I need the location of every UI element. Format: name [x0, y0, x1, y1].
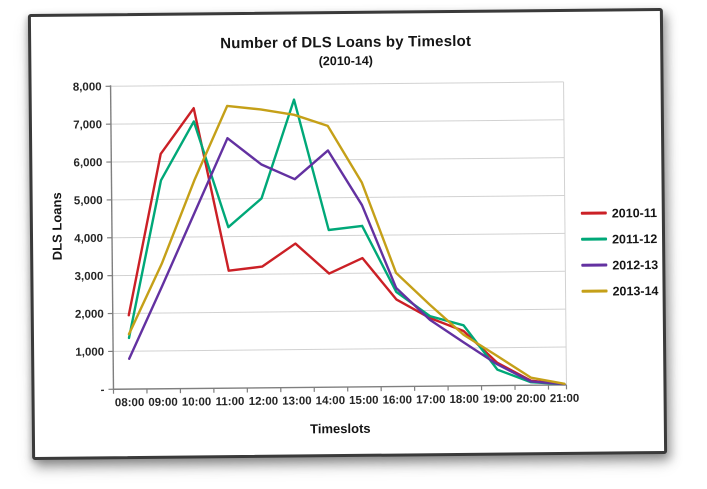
- x-axis-title: Timeslots: [310, 420, 371, 437]
- y-tick-label: 2,000: [75, 309, 104, 321]
- y-tick-label: 6,000: [73, 157, 102, 169]
- x-tick-label: 16:00: [383, 394, 413, 406]
- chart-title: Number of DLS Loans by Timeslot: [220, 32, 472, 53]
- legend-swatch: [581, 263, 608, 268]
- plot-area: - 1,000 2,000 3,000 4,000 5,000 6,000 7,000 8,00…: [73, 81, 580, 409]
- legend-item: 2012-13: [581, 256, 658, 274]
- legend-label: 2013-14: [612, 283, 659, 298]
- legend-item: 2013-14: [581, 282, 658, 300]
- series-line-2012-13: [127, 136, 566, 386]
- legend-label: 2010-11: [611, 205, 658, 220]
- plot-svg: - 1,000 2,000 3,000 4,000 5,000 6,000 7,000 8,00…: [73, 81, 580, 409]
- gridline: [111, 195, 565, 201]
- y-tick-label: 3,000: [75, 271, 104, 283]
- x-tick-label: 12:00: [249, 396, 279, 408]
- gridline: [112, 232, 566, 239]
- legend-item: 2011-12: [581, 230, 658, 248]
- y-tick-label: 1,000: [75, 346, 104, 358]
- x-tick-label: 08:00: [115, 397, 145, 409]
- y-tick-label: 4,000: [74, 233, 103, 245]
- y-axis-title: DLS Loans: [49, 192, 65, 261]
- y-tick-label: 8,000: [73, 81, 102, 93]
- legend: 2010-11 2011-12 2012-13 2013-14: [580, 204, 659, 300]
- chart-subtitle: (2010-14): [318, 53, 373, 69]
- x-tick-label: 14:00: [316, 395, 346, 407]
- x-tick-label: 15:00: [349, 395, 379, 407]
- gridline: [111, 157, 565, 163]
- x-tick-label: 17:00: [416, 394, 446, 406]
- y-tick-label: -: [101, 384, 105, 396]
- legend-label: 2011-12: [611, 231, 658, 246]
- x-tick-label: 10:00: [182, 396, 212, 408]
- legend-label: 2012-13: [612, 257, 659, 272]
- gridline: [110, 119, 564, 125]
- x-tick-label: 11:00: [216, 396, 245, 408]
- x-axis-line: [113, 384, 567, 390]
- gridline: [110, 81, 564, 87]
- gridline: [112, 308, 566, 315]
- series-line-2013-14: [127, 104, 566, 385]
- x-tick-label: 09:00: [148, 397, 178, 409]
- gridline: [113, 346, 567, 352]
- plot-right-border: [563, 81, 567, 385]
- legend-swatch: [580, 211, 607, 216]
- gridline: [112, 270, 566, 277]
- legend-swatch: [581, 237, 608, 242]
- x-tick-label: 19:00: [483, 393, 513, 405]
- x-tick-label: 13:00: [282, 395, 312, 407]
- series-line-2011-12: [127, 98, 566, 386]
- x-tick-label: 20:00: [516, 393, 546, 405]
- y-tick-label: 5,000: [74, 195, 103, 207]
- chart-frame: Number of DLS Loans by Timeslot (2010-14…: [27, 7, 668, 461]
- legend-swatch: [581, 289, 608, 294]
- y-tick-label: 7,000: [73, 119, 102, 131]
- series-line-2010-11: [127, 106, 566, 386]
- x-tick-label: 21:00: [550, 393, 580, 405]
- legend-item: 2010-11: [580, 204, 658, 222]
- x-tick-label: 18:00: [449, 394, 479, 406]
